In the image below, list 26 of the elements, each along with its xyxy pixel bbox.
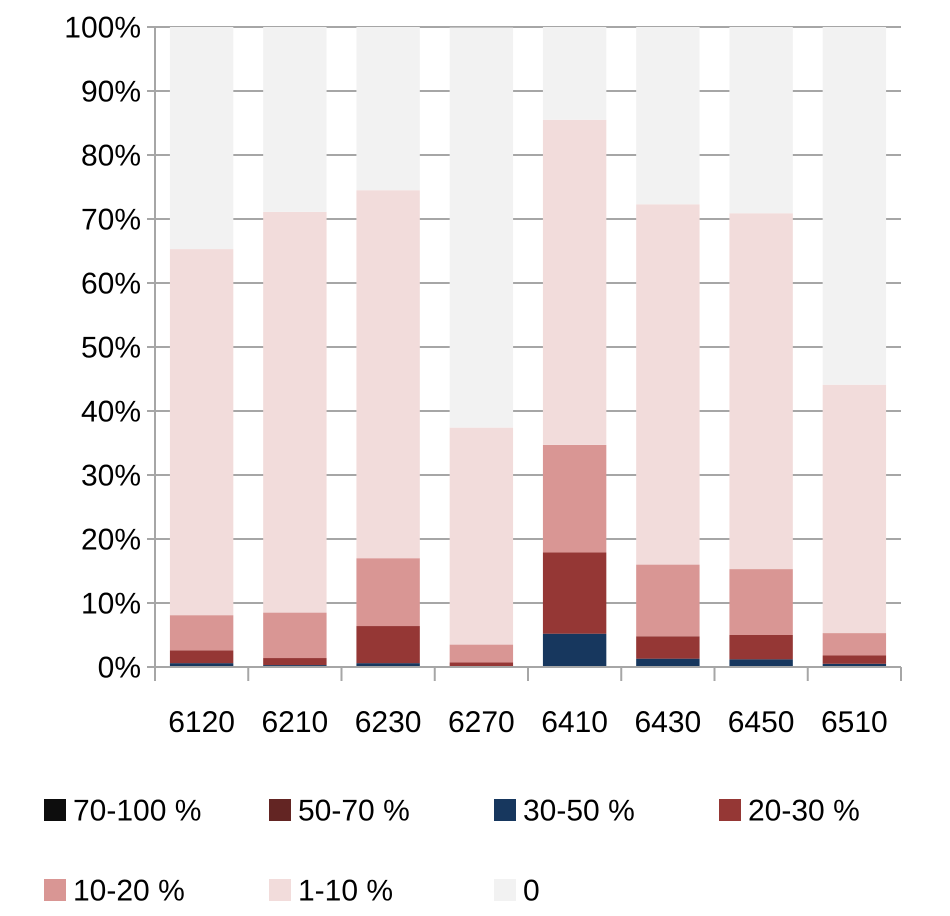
y-tick-label: 60% — [80, 268, 141, 300]
y-tick-label: 30% — [80, 460, 141, 492]
x-tick-label: 6120 — [168, 706, 235, 739]
x-tick-label: 6430 — [634, 706, 702, 739]
y-tick-label: 20% — [80, 524, 141, 556]
y-tick-label: 10% — [80, 588, 141, 620]
y-tick-label: 70% — [80, 204, 141, 236]
y-tick-label: 0% — [98, 652, 141, 684]
y-tick-label: 80% — [80, 140, 141, 172]
x-tick-label: 6270 — [448, 706, 515, 739]
y-tick-label: 90% — [80, 76, 141, 108]
x-tick-label: 6410 — [541, 706, 608, 739]
legend-label: 0 — [523, 874, 540, 908]
x-tick-label: 6230 — [354, 706, 422, 739]
y-tick-label: 100% — [64, 12, 141, 44]
x-tick-label: 6450 — [728, 706, 794, 739]
legend-label: 20-30 % — [748, 794, 860, 828]
y-tick-label: 40% — [80, 396, 141, 428]
legend-label: 1-10 % — [298, 874, 394, 908]
y-tick-label: 50% — [80, 332, 141, 364]
legend-label: 30-50 % — [523, 794, 635, 828]
legend-label: 10-20 % — [73, 874, 185, 908]
x-tick-label: 6210 — [262, 706, 328, 739]
legend-label: 70-100 % — [73, 794, 202, 828]
legend-label: 50-70 % — [298, 794, 410, 828]
x-tick-label: 6510 — [821, 706, 888, 739]
